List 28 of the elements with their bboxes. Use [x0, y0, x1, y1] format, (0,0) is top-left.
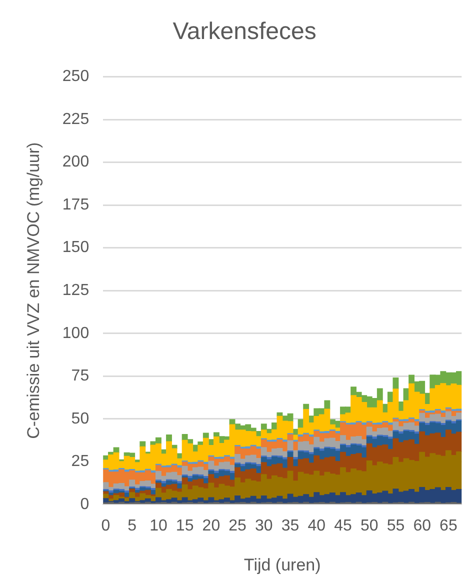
- x-tick-label: 45: [334, 517, 352, 534]
- x-tick-label: 35: [281, 517, 300, 534]
- x-tick-label: 10: [150, 517, 168, 534]
- x-tick-label: 50: [360, 517, 378, 534]
- y-tick-label: 200: [62, 154, 90, 171]
- y-tick-label: 125: [62, 282, 90, 300]
- x-tick-label: 25: [228, 517, 247, 534]
- x-tick-label: 60: [413, 517, 432, 534]
- x-tick-label: 55: [386, 517, 405, 534]
- chart-title: Varkensfeces: [172, 18, 316, 46]
- x-tick-label: 15: [176, 517, 194, 534]
- x-tick-label: 0: [101, 517, 110, 534]
- x-tick-label: 30: [255, 517, 273, 534]
- y-axis-title: C-emissie uit VVZ en NMVOC (mg/uur): [24, 142, 43, 439]
- x-tick-label: 5: [128, 517, 137, 534]
- x-tick-label: 20: [202, 517, 220, 534]
- y-tick-label: 0: [80, 496, 90, 513]
- y-tick-label: 225: [62, 110, 90, 128]
- y-tick-label: 50: [71, 410, 90, 428]
- x-tick-label: 40: [308, 517, 326, 534]
- y-tick-label: 100: [62, 324, 90, 342]
- y-tick-label: 150: [62, 239, 90, 256]
- y-tick-label: 175: [62, 196, 90, 214]
- y-tick-label: 75: [71, 368, 90, 385]
- x-axis-title: Tijd (uren): [244, 555, 321, 574]
- y-tick-label: 25: [71, 453, 90, 470]
- x-tick-label: 65: [440, 517, 458, 534]
- y-tick-label: 250: [62, 68, 90, 86]
